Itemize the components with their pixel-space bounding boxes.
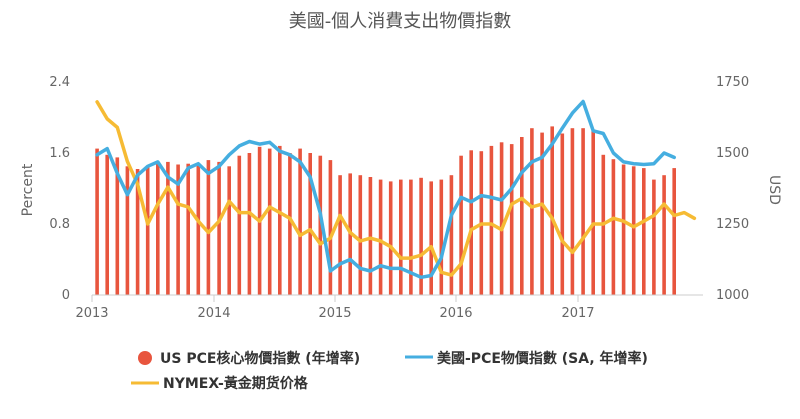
legend-label-core-pce: US PCE核心物價指數 (年增率): [160, 350, 360, 367]
legend-item-pce[interactable]: 美國-PCE物價指數 (SA, 年增率): [405, 350, 648, 367]
bar-core-pce-2017-07: [642, 168, 646, 295]
legend-label-gold: NYMEX-黃金期货价格: [163, 375, 309, 392]
bar-core-pce-2013-06: [145, 166, 150, 295]
bar-core-pce-2013-12: [206, 160, 211, 295]
bar-core-pce-2014-02: [227, 166, 231, 295]
legend-item-gold[interactable]: NYMEX-黃金期货价格: [131, 375, 309, 392]
y-axis-right-label: USD: [766, 175, 782, 205]
y-axis-left-label: Percent: [20, 163, 36, 216]
bar-core-pce-2017-09: [662, 175, 666, 295]
bar-core-pce-2013-11: [196, 165, 201, 295]
series-line-pce: [95, 99, 676, 280]
bar-core-pce-2014-08: [288, 153, 292, 295]
bar-core-pce-2015-10: [429, 181, 433, 295]
y-tick-right-label: 1000: [716, 288, 749, 303]
bar-core-pce-2013-04: [125, 166, 130, 295]
bar-core-pce-2017-05: [621, 164, 626, 295]
bar-core-pce-2014-07: [278, 145, 282, 295]
bar-core-pce-2016-10: [550, 126, 554, 296]
ticks-layer: 2013 2014 2015 2016 2017 0 0.8 1.6 2.4 1000 1250 15…: [49, 75, 749, 321]
bar-core-pce-2016-01: [459, 155, 463, 295]
legend-label-pce: 美國-PCE物價指數 (SA, 年增率): [437, 350, 648, 367]
bar-core-pce-2017-06: [631, 166, 636, 295]
y-tick-left-label: 1.6: [49, 146, 70, 161]
y-tick-left-label: 2.4: [49, 75, 70, 90]
bar-core-pce-2017-10: [672, 168, 676, 295]
bar-core-pce-2016-09: [540, 132, 544, 295]
bar-core-pce-2014-03: [237, 155, 242, 295]
bar-core-pce-2017-08: [652, 179, 656, 295]
bar-core-pce-2016-04: [489, 145, 494, 295]
x-tick-label: 2017: [561, 306, 594, 321]
bar-core-pce-2013-09: [176, 164, 180, 295]
bar-core-pce-2015-11: [439, 179, 444, 295]
y-tick-right-label: 1750: [716, 75, 749, 90]
bar-core-pce-2017-01: [581, 128, 585, 295]
y-tick-left-label: 0: [62, 288, 70, 303]
legend[interactable]: US PCE核心物價指數 (年增率) 美國-PCE物價指數 (SA, 年增率) …: [131, 350, 648, 392]
bar-core-pce-2016-08: [530, 128, 534, 295]
bar-core-pce-2015-07: [399, 179, 403, 295]
x-tick-label: 2014: [197, 306, 230, 321]
bar-core-pce-2015-06: [388, 181, 393, 295]
bar-core-pce-2015-03: [358, 175, 363, 295]
x-tick-label: 2015: [318, 306, 351, 321]
bar-core-pce-2016-02: [469, 150, 473, 295]
bar-core-pce-2014-01: [217, 161, 221, 295]
bar-core-pce-2013-08: [166, 161, 170, 295]
bar-core-pce-2014-09: [298, 148, 302, 295]
bar-core-pce-2014-04: [247, 153, 252, 295]
bar-core-pce-2013-07: [156, 163, 160, 295]
bar-core-pce-2013-02: [105, 154, 109, 295]
chart-title: 美國-個人消費支出物價指數: [289, 11, 512, 32]
bar-core-pce-2013-01: [95, 148, 99, 295]
y-tick-right-label: 1250: [716, 217, 749, 232]
x-tick-label: 2013: [75, 306, 108, 321]
bar-core-pce-2014-12: [328, 160, 333, 295]
x-tick-label: 2016: [439, 306, 472, 321]
bar-core-pce-2016-11: [560, 133, 565, 295]
bar-core-pce-2013-10: [186, 163, 190, 295]
bar-core-pce-2016-12: [570, 128, 575, 295]
bar-core-pce-2015-09: [419, 177, 423, 295]
bar-core-pce-2016-07: [520, 137, 524, 295]
bar-core-pce-2015-04: [368, 177, 373, 295]
bar-core-pce-2014-11: [318, 155, 323, 295]
bar-core-pce-2017-02: [591, 130, 595, 295]
legend-item-core-pce[interactable]: US PCE核心物價指數 (年增率): [138, 350, 360, 367]
legend-marker-core-pce: [138, 351, 152, 365]
series-line-gold: [95, 100, 697, 277]
bar-core-pce-2015-01: [338, 175, 342, 295]
bar-core-pce-2017-04: [611, 159, 616, 295]
bar-core-pce-2016-05: [499, 142, 504, 295]
bar-core-pce-2013-03: [115, 157, 120, 295]
bar-core-pce-2015-12: [449, 175, 454, 295]
bars-layer: [95, 126, 676, 296]
bar-core-pce-2014-06: [267, 148, 272, 295]
y-tick-left-label: 0.8: [49, 217, 70, 232]
lines-layer: [95, 99, 697, 280]
bar-core-pce-2015-05: [378, 179, 383, 295]
bar-core-pce-2016-06: [509, 144, 514, 295]
bar-core-pce-2015-08: [409, 179, 413, 295]
bar-core-pce-2014-10: [308, 153, 312, 295]
y-tick-right-label: 1500: [716, 146, 749, 161]
bar-core-pce-2013-05: [135, 169, 140, 295]
